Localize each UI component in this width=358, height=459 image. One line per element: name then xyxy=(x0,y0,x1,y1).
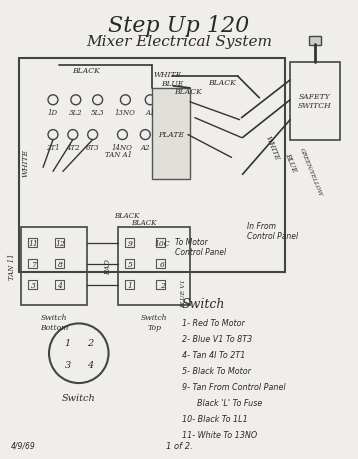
Text: 9: 9 xyxy=(128,240,133,247)
Text: 4T2: 4T2 xyxy=(66,143,79,151)
Text: 10- Black To 1L1: 10- Black To 1L1 xyxy=(182,414,248,423)
Text: To Motor
Control Panel: To Motor Control Panel xyxy=(175,237,226,257)
Bar xyxy=(55,280,64,289)
Text: BLACK: BLACK xyxy=(72,67,100,75)
Text: 9- Tan From Control Panel: 9- Tan From Control Panel xyxy=(182,382,286,391)
Text: Mixer Electrical System: Mixer Electrical System xyxy=(86,35,272,49)
Text: 6T3: 6T3 xyxy=(86,143,100,151)
Text: TAN 11: TAN 11 xyxy=(8,253,16,280)
Text: 13NO: 13NO xyxy=(115,108,136,117)
Bar xyxy=(290,63,340,140)
Text: 14NO: 14NO xyxy=(112,143,133,151)
Text: 5L3: 5L3 xyxy=(91,108,105,117)
Text: BLUE: BLUE xyxy=(284,151,299,173)
Bar xyxy=(28,280,37,289)
Text: BLACK: BLACK xyxy=(132,218,157,227)
Text: BLACK: BLACK xyxy=(174,88,202,95)
Bar xyxy=(152,89,190,180)
Text: GREEN/YELLOW: GREEN/YELLOW xyxy=(299,147,323,197)
Text: 11: 11 xyxy=(28,240,38,247)
Text: PLATE: PLATE xyxy=(158,130,184,138)
Text: 1 of 2.: 1 of 2. xyxy=(166,441,192,450)
Text: 2T1: 2T1 xyxy=(46,143,60,151)
Text: BLUE V1: BLUE V1 xyxy=(182,279,187,308)
Text: RAD: RAD xyxy=(105,258,112,274)
Bar xyxy=(309,37,321,46)
Bar xyxy=(156,259,165,268)
Text: 3L2: 3L2 xyxy=(69,108,83,117)
Bar xyxy=(125,238,134,247)
Bar xyxy=(28,259,37,268)
Text: WHITE: WHITE xyxy=(154,71,182,79)
Text: 12: 12 xyxy=(55,240,65,247)
Bar xyxy=(28,238,37,247)
Text: 8: 8 xyxy=(58,260,62,268)
Bar xyxy=(55,238,64,247)
Bar xyxy=(21,228,87,305)
Text: Black 'L' To Fuse: Black 'L' To Fuse xyxy=(182,398,262,407)
Text: 5: 5 xyxy=(128,260,133,268)
Text: Switch: Switch xyxy=(182,297,225,310)
Text: 10C: 10C xyxy=(154,240,170,247)
Text: 4- Tan 4I To 2T1: 4- Tan 4I To 2T1 xyxy=(182,351,245,359)
Text: SAFETY
SWITCH: SAFETY SWITCH xyxy=(298,93,332,110)
Text: WHITE: WHITE xyxy=(264,134,281,162)
Text: 1: 1 xyxy=(128,281,133,289)
Bar xyxy=(156,280,165,289)
Text: BLACK: BLACK xyxy=(114,212,139,219)
Text: 7: 7 xyxy=(31,260,35,268)
Text: 2: 2 xyxy=(87,338,93,347)
Text: 4: 4 xyxy=(87,360,93,369)
Text: A1: A1 xyxy=(145,108,155,117)
Text: Switch
Top: Switch Top xyxy=(141,314,168,331)
Text: 3: 3 xyxy=(65,360,71,369)
Bar xyxy=(125,259,134,268)
Bar xyxy=(125,280,134,289)
Text: 1: 1 xyxy=(65,338,71,347)
Text: BLUE: BLUE xyxy=(161,80,183,88)
Text: Switch
Bottom: Switch Bottom xyxy=(40,314,68,331)
Bar xyxy=(19,59,285,272)
Text: A2: A2 xyxy=(140,143,150,151)
Bar xyxy=(55,259,64,268)
Text: 2- Blue V1 To 8T3: 2- Blue V1 To 8T3 xyxy=(182,335,252,344)
Text: 6: 6 xyxy=(160,260,165,268)
Bar xyxy=(118,228,190,305)
Text: In From
Control Panel: In From Control Panel xyxy=(247,222,299,241)
Bar xyxy=(156,238,165,247)
Text: 11- White To 13NO: 11- White To 13NO xyxy=(182,430,257,439)
Text: 1- Red To Motor: 1- Red To Motor xyxy=(182,319,245,328)
Text: 1D: 1D xyxy=(48,108,58,117)
Text: TAN A1: TAN A1 xyxy=(105,151,132,159)
Text: 5- Black To Motor: 5- Black To Motor xyxy=(182,366,251,375)
Text: 4/9/69: 4/9/69 xyxy=(11,441,36,450)
Text: BLACK: BLACK xyxy=(208,79,236,87)
Text: Step Up 120: Step Up 120 xyxy=(108,15,250,37)
Text: Switch: Switch xyxy=(62,393,96,402)
Text: 4: 4 xyxy=(58,281,62,289)
Text: 3: 3 xyxy=(31,281,35,289)
Text: WHITE: WHITE xyxy=(21,148,29,176)
Text: 2: 2 xyxy=(160,281,165,289)
